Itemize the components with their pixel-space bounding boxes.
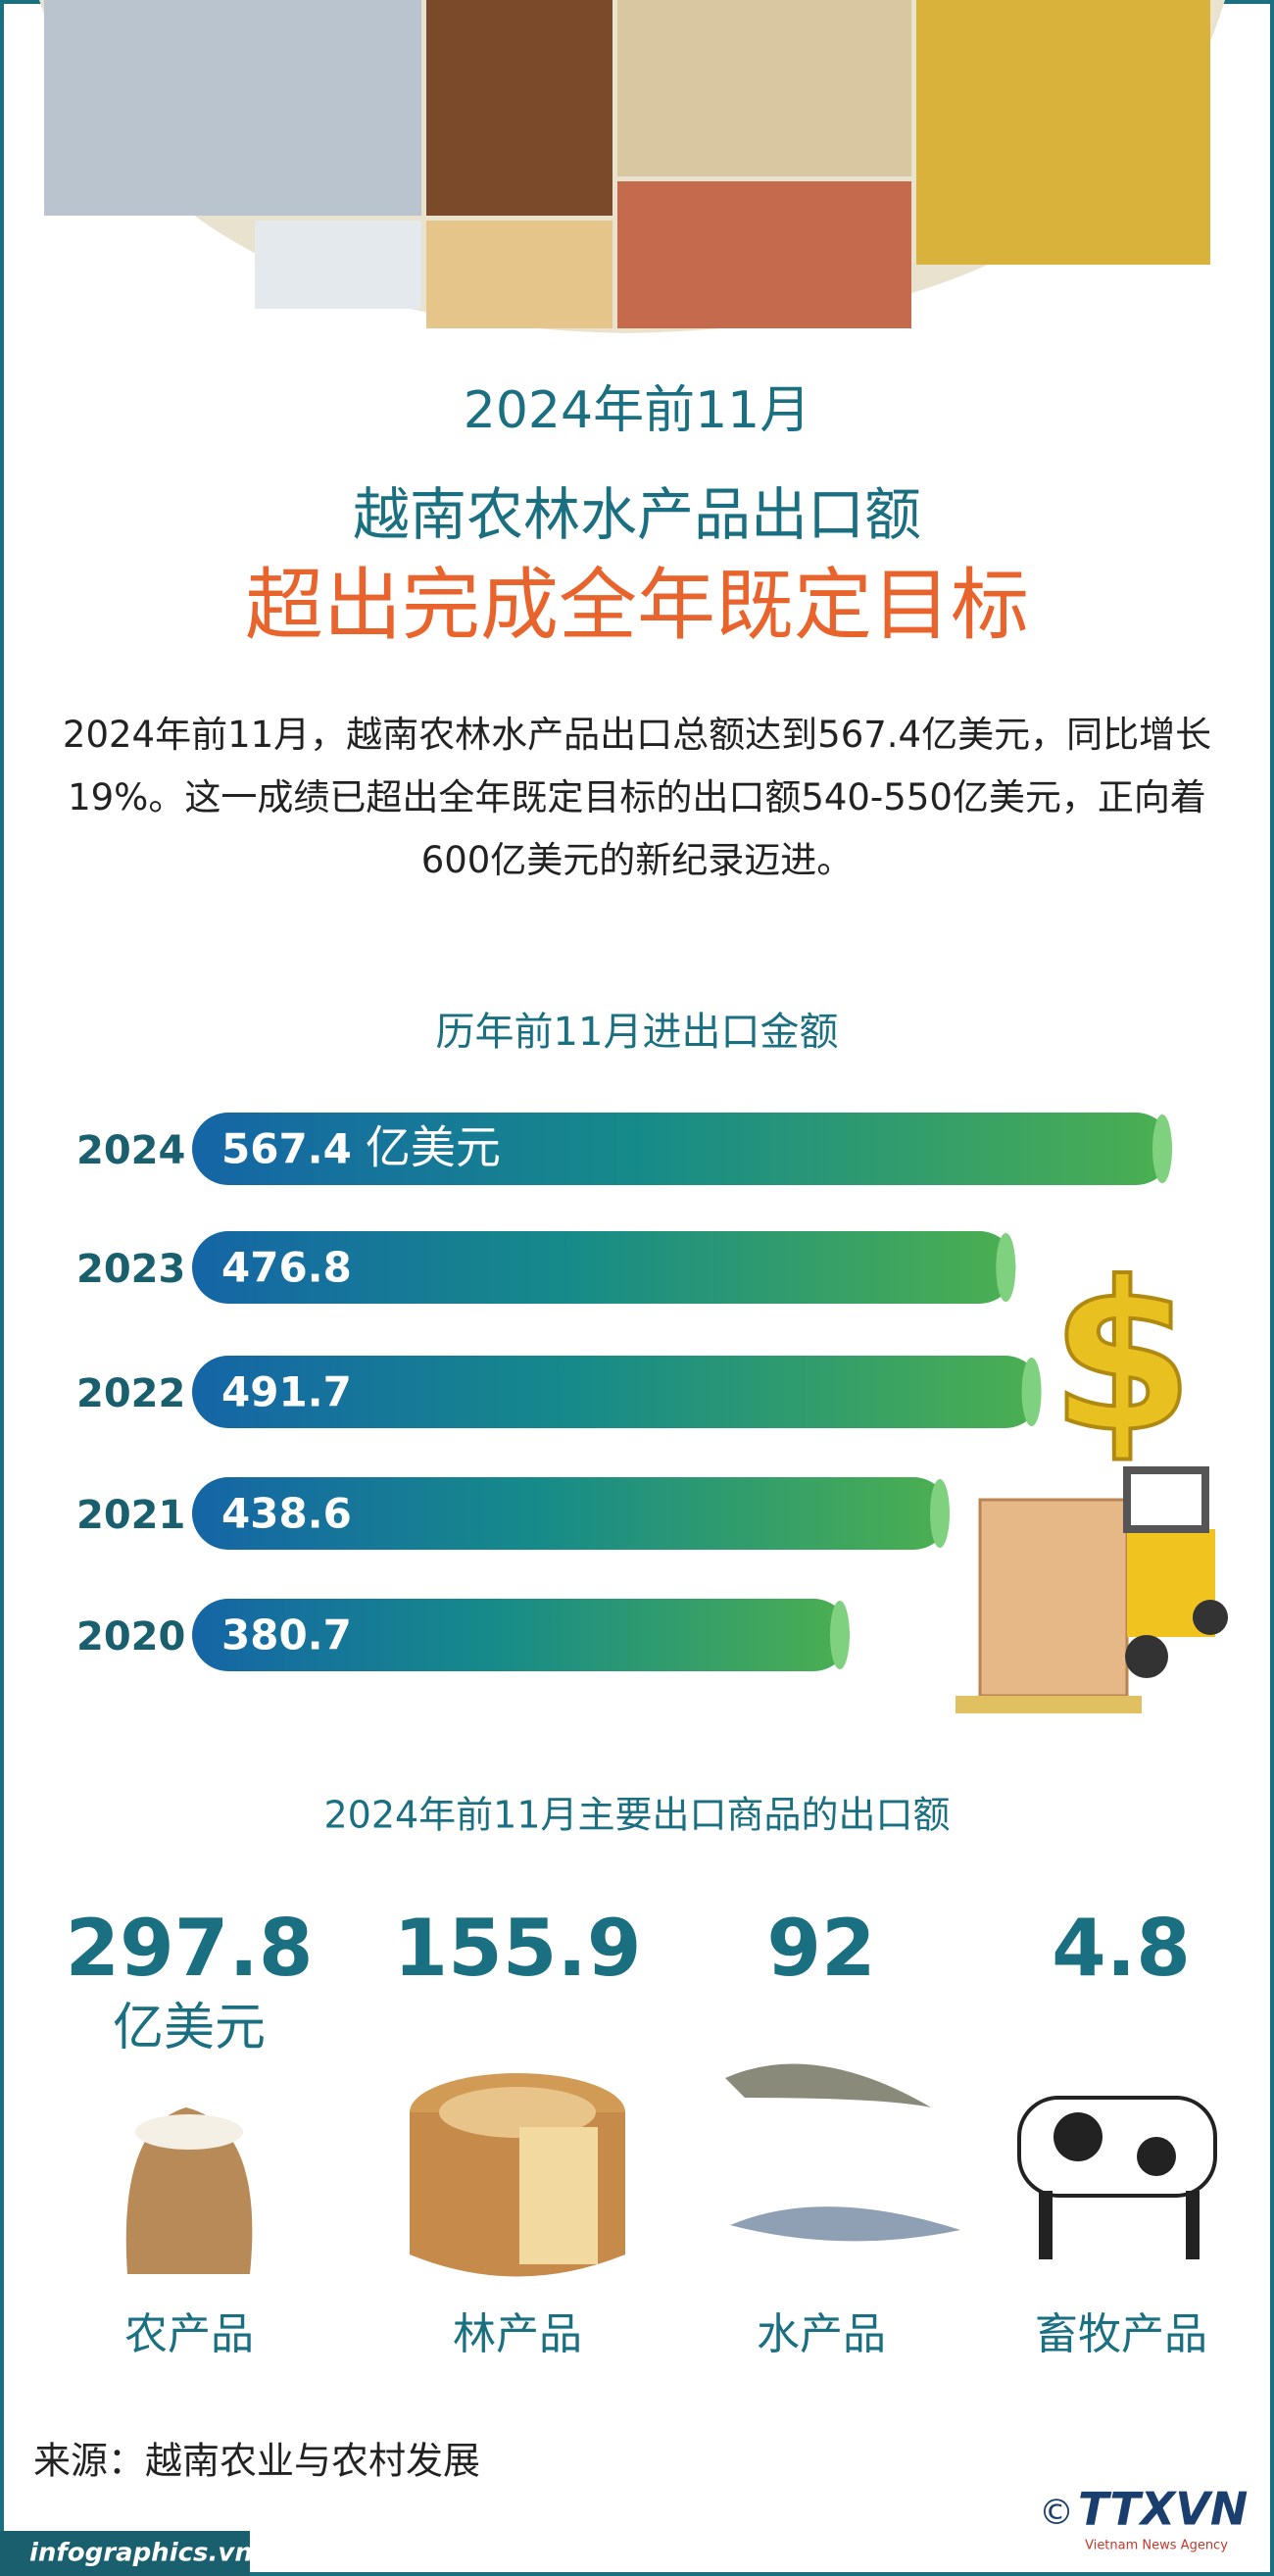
value-label: 438.6 bbox=[221, 1490, 352, 1538]
bar-cap bbox=[1021, 1358, 1042, 1426]
product-label: 农产品 bbox=[124, 2309, 254, 2359]
photo-collage bbox=[39, 0, 1225, 333]
product-label: 畜牧产品 bbox=[1035, 2309, 1207, 2359]
value-unit: 亿美元 bbox=[366, 1121, 501, 1174]
bar bbox=[192, 1599, 850, 1671]
value-label: 491.7 bbox=[221, 1368, 352, 1416]
footer-logo: TTXVN bbox=[1078, 2483, 1248, 2536]
bar-cap bbox=[996, 1233, 1016, 1302]
product-value: 4.8 bbox=[1052, 1903, 1191, 1994]
bar bbox=[192, 1477, 950, 1550]
bar bbox=[192, 1356, 1042, 1428]
product-icons bbox=[125, 2063, 1217, 2277]
svg-text:$: $ bbox=[1051, 1238, 1194, 1478]
product-label: 水产品 bbox=[757, 2309, 886, 2359]
product-label: 林产品 bbox=[453, 2309, 582, 2359]
header-title: 超出完成全年既定目标 bbox=[245, 560, 1029, 651]
header-subtitle: 越南农林水产品出口额 bbox=[353, 481, 921, 548]
intro-text: 2024年前11月，越南农林水产品出口总额达到567.4亿美元，同比增长19%。… bbox=[62, 714, 1212, 881]
bar bbox=[192, 1231, 1016, 1304]
footer-agency: Vietnam News Agency bbox=[1085, 2539, 1228, 2553]
bar-cap bbox=[1152, 1115, 1172, 1183]
year-label: 2022 bbox=[76, 1371, 185, 1416]
value-label: 380.7 bbox=[221, 1611, 352, 1660]
products-title: 2024年前11月主要出口商品的出口额 bbox=[323, 1794, 950, 1837]
bar-cap bbox=[929, 1479, 950, 1548]
value-label: 476.8 bbox=[221, 1244, 352, 1292]
product-value: 155.9 bbox=[393, 1903, 641, 1994]
forklift-illustration: $ bbox=[956, 1236, 1228, 1713]
footer-copyright: © bbox=[1039, 2493, 1074, 2533]
product-value: 297.8 bbox=[65, 1903, 313, 1994]
source: 来源：越南农业与农村发展 bbox=[33, 2440, 480, 2483]
year-label: 2021 bbox=[76, 1493, 185, 1538]
year-label: 2024 bbox=[76, 1128, 185, 1173]
bar-cap bbox=[829, 1601, 850, 1669]
value-label: 567.4 bbox=[221, 1125, 352, 1173]
product-value: 92 bbox=[766, 1903, 875, 1994]
footer-strip bbox=[0, 2531, 250, 2576]
year-label: 2023 bbox=[76, 1247, 185, 1292]
year-label: 2020 bbox=[76, 1614, 185, 1660]
footer-site: infographics.vn bbox=[29, 2539, 253, 2568]
header-date: 2024年前11月 bbox=[464, 381, 811, 440]
bar bbox=[192, 1113, 1172, 1185]
product-unit: 亿美元 bbox=[113, 1999, 266, 2057]
chart-title: 历年前11月进出口金额 bbox=[436, 1010, 839, 1055]
